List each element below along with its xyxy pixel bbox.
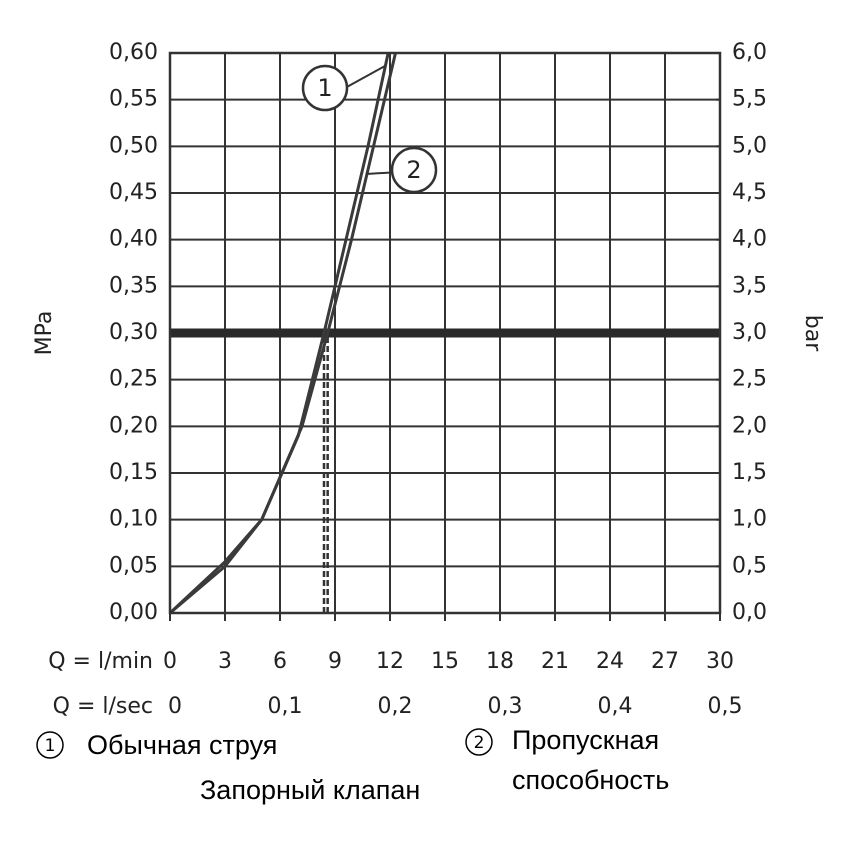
x-tick-label: 21 — [541, 649, 569, 674]
x2-tick-label: 0,4 — [598, 694, 633, 719]
legend-entry: Пропускная способность — [512, 725, 669, 795]
legend-number: 1 — [45, 736, 56, 756]
legend-line: Пропускная — [512, 725, 659, 755]
y-tick-label: 0,30 — [109, 320, 158, 345]
x-tick-label: 0 — [163, 649, 177, 674]
x-tick-label: 27 — [651, 649, 679, 674]
y-tick-label: 0,00 — [109, 600, 158, 625]
y-tick-label: 0,40 — [109, 227, 158, 252]
x-axis-label: Q = l/min — [48, 649, 153, 674]
series-line — [168, 52, 390, 615]
y-tick-label: 0,60 — [109, 40, 158, 65]
legend-circle — [36, 731, 64, 759]
y2-axis-label: bar — [800, 315, 825, 352]
y2-tick-label: 3,0 — [732, 320, 767, 345]
x-tick-label: 9 — [328, 649, 342, 674]
legend-number: 2 — [474, 733, 485, 753]
curve-label: 2 — [406, 156, 421, 184]
label-circle — [390, 146, 438, 194]
y-tick-label: 0,55 — [109, 87, 158, 112]
y2-tick-label: 4,5 — [732, 180, 767, 205]
y-tick-label: 0,25 — [109, 367, 158, 392]
caption: Запорный клапан — [200, 775, 420, 805]
legend-circle — [465, 728, 493, 756]
y2-tick-label: 3,5 — [732, 273, 767, 298]
x-tick-label: 30 — [706, 649, 734, 674]
y2-tick-label: 4,0 — [732, 227, 767, 252]
y-axis-label: MPa — [32, 311, 57, 356]
plot-frame — [168, 51, 722, 615]
y2-tick-label: 0,0 — [732, 600, 767, 625]
x-tick-label: 18 — [486, 649, 514, 674]
y2-tick-label: 0,5 — [732, 553, 767, 578]
y2-tick-label: 5,0 — [732, 133, 767, 158]
legend-line: способность — [512, 765, 669, 795]
y2-tick-label: 1,0 — [732, 507, 767, 532]
y2-tick-label: 1,5 — [732, 460, 767, 485]
y-tick-label: 0,45 — [109, 180, 158, 205]
y-tick-label: 0,15 — [109, 460, 158, 485]
y2-tick-label: 2,0 — [732, 413, 767, 438]
series-line — [169, 52, 397, 615]
y2-tick-label: 5,5 — [732, 87, 767, 112]
x-tick-label: 6 — [273, 649, 287, 674]
x2-tick-label: 0,1 — [268, 694, 303, 719]
x2-tick-label: 0,5 — [708, 694, 743, 719]
legend-entry: Обычная струя — [87, 730, 277, 760]
label-leader — [344, 65, 386, 89]
x2-axis-label: Q = l/sec — [53, 694, 153, 719]
x-tick-label: 24 — [596, 649, 624, 674]
x-tick-label: 15 — [431, 649, 459, 674]
y-tick-label: 0,10 — [109, 507, 158, 532]
y-tick-label: 0,50 — [109, 133, 158, 158]
y2-tick-label: 6,0 — [732, 40, 767, 65]
y-tick-label: 0,05 — [109, 553, 158, 578]
x2-tick-label: 0,3 — [488, 694, 523, 719]
y2-tick-label: 2,5 — [732, 367, 767, 392]
x-tick-label: 12 — [376, 649, 404, 674]
x2-tick-label: 0 — [168, 694, 182, 719]
y-tick-label: 0,35 — [109, 273, 158, 298]
y-tick-label: 0,20 — [109, 413, 158, 438]
x2-tick-label: 0,2 — [378, 694, 413, 719]
x-tick-label: 3 — [218, 649, 232, 674]
label-circle — [301, 64, 349, 112]
curve-label: 1 — [317, 74, 332, 102]
